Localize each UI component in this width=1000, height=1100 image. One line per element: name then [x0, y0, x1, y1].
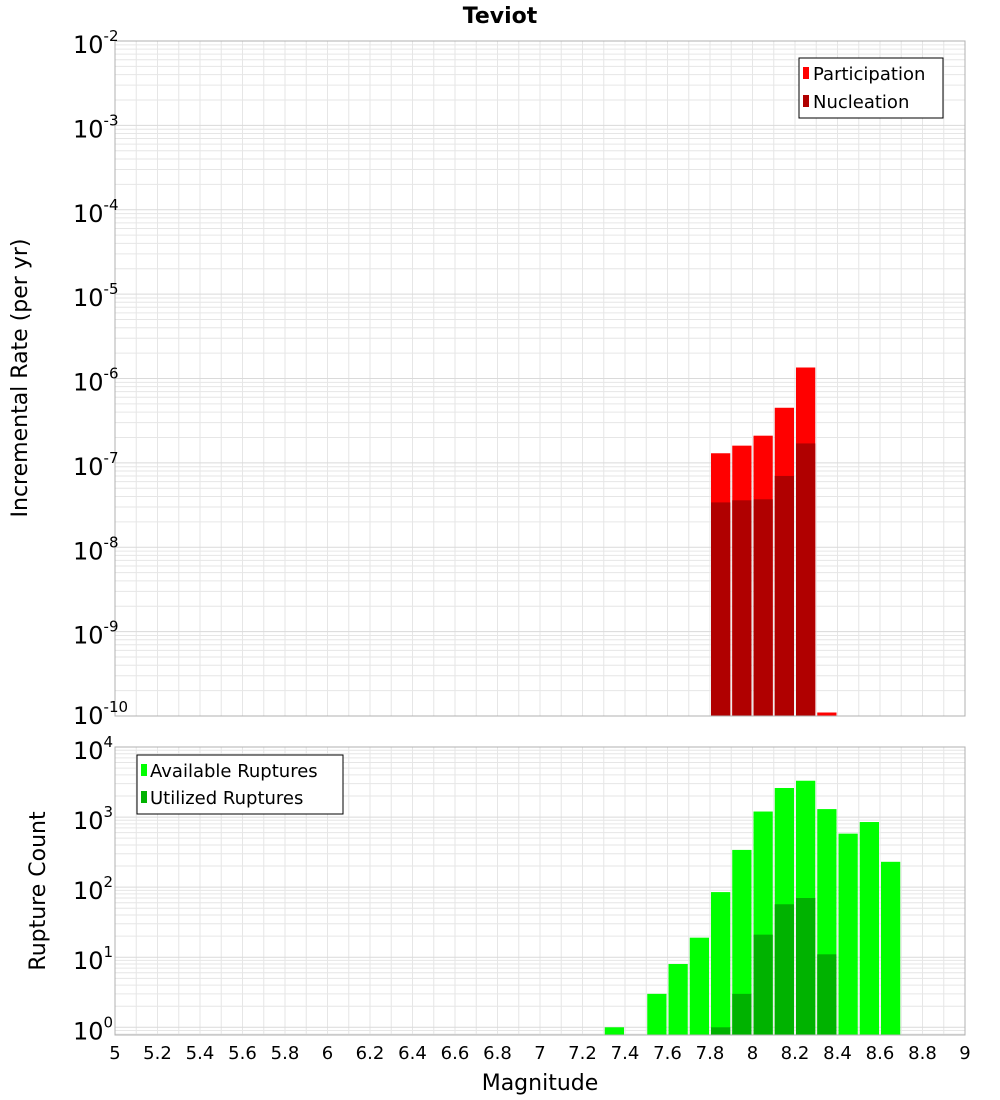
legend-label-participation: Participation — [813, 64, 925, 85]
count-bar-utilized — [711, 1027, 731, 1035]
legend-swatch-participation — [803, 67, 809, 79]
rate-bar-nucleation — [753, 499, 773, 716]
count-plot-frame — [114, 746, 966, 1036]
rate-y-tick-label: 10-7 — [73, 449, 119, 481]
x-tick-label: 8 — [747, 1043, 758, 1064]
count-legend-box — [136, 754, 344, 815]
count-bar-available — [668, 964, 688, 1035]
rate-panel: 10-2 10-3 10-4 10-5 10-6 10-7 10-8 10-9 10-10 In… — [8, 27, 966, 730]
rate-bar-participation — [817, 712, 837, 716]
rate-y-tick-label: 10-6 — [73, 365, 119, 397]
legend-swatch-utilized — [141, 791, 147, 803]
rate-y-tick-label: 10-3 — [73, 111, 119, 143]
rate-bar-nucleation — [711, 502, 731, 716]
count-legend: Available Ruptures Utilized Ruptures — [136, 754, 344, 815]
rate-y-ticks: 10-2 10-3 10-4 10-5 10-6 10-7 10-8 10-9 10-10 — [73, 27, 128, 730]
x-tick-label: 6.6 — [441, 1043, 470, 1064]
x-tick-label: 7 — [534, 1043, 545, 1064]
legend-label-available: Available Ruptures — [150, 761, 318, 782]
x-tick-label: 8.2 — [781, 1043, 810, 1064]
rate-y-tick-label: 10-9 — [73, 618, 119, 650]
x-tick-label: 5 — [109, 1043, 120, 1064]
rate-bar-nucleation — [774, 475, 794, 716]
legend-label-utilized: Utilized Ruptures — [150, 788, 303, 809]
x-tick-label: 7.4 — [611, 1043, 640, 1064]
x-tick-label: 7.8 — [696, 1043, 725, 1064]
count-bars — [604, 780, 901, 1035]
x-tick-label: 7.6 — [653, 1043, 682, 1064]
rate-bar-nucleation — [732, 500, 752, 716]
x-tick-label: 5.4 — [186, 1043, 215, 1064]
x-tick-label: 5.6 — [228, 1043, 257, 1064]
count-panel: 104 103 102 101 100 5 5.2 5.4 5.6 5.8 6 6.2 6.4 6.6 6… — [26, 733, 971, 1096]
rate-y-tick-label: 10-8 — [73, 533, 119, 565]
count-bar-utilized — [796, 898, 816, 1035]
rate-y-tick-label: 10-5 — [73, 280, 119, 312]
count-y-tick-label: 103 — [73, 803, 113, 835]
x-tick-label: 9 — [959, 1043, 970, 1064]
rate-bars — [711, 367, 837, 716]
chart-title: Teviot — [463, 4, 538, 29]
rate-plot-frame — [114, 40, 966, 717]
x-tick-label: 5.2 — [143, 1043, 172, 1064]
count-bar-available — [711, 892, 731, 1035]
x-tick-label: 6.2 — [356, 1043, 385, 1064]
count-bar-utilized — [817, 954, 837, 1035]
count-y-ticks: 104 103 102 101 100 — [73, 733, 113, 1045]
count-bar-available — [604, 1027, 624, 1035]
count-bar-available — [732, 849, 752, 1035]
count-y-tick-label: 102 — [73, 873, 113, 905]
x-tick-label: 6.4 — [398, 1043, 427, 1064]
count-bar-available — [647, 993, 667, 1035]
count-bar-available — [881, 861, 901, 1035]
x-axis-label: Magnitude — [482, 1071, 599, 1096]
x-tick-label: 8.4 — [823, 1043, 852, 1064]
rate-legend: Participation Nucleation — [798, 57, 944, 119]
legend-swatch-nucleation — [803, 95, 809, 107]
rate-y-tick-label: 10-2 — [73, 27, 119, 59]
magnitude-x-ticks: 5 5.2 5.4 5.6 5.8 6 6.2 6.4 6.6 6.8 7 7.2 7.4 7.6 7.8 8… — [109, 1043, 970, 1064]
count-bar-utilized — [774, 904, 794, 1035]
count-y-tick-label: 104 — [73, 733, 113, 765]
x-tick-label: 5.8 — [271, 1043, 300, 1064]
rate-y-axis-label: Incremental Rate (per yr) — [8, 239, 33, 518]
x-tick-label: 8.8 — [908, 1043, 937, 1064]
rate-grid — [114, 40, 966, 717]
rate-y-tick-label: 10-4 — [73, 196, 119, 228]
x-tick-label: 8.6 — [866, 1043, 895, 1064]
count-bar-available — [689, 937, 709, 1035]
x-tick-label: 6 — [322, 1043, 333, 1064]
count-y-axis-label: Rupture Count — [26, 811, 51, 971]
rate-bar-nucleation — [796, 443, 816, 716]
count-bar-utilized — [732, 993, 752, 1035]
legend-label-nucleation: Nucleation — [813, 92, 909, 113]
count-y-tick-label: 101 — [73, 943, 113, 975]
count-y-tick-label: 100 — [73, 1013, 113, 1045]
count-bar-available — [859, 822, 879, 1035]
count-bar-available — [838, 833, 858, 1035]
x-tick-label: 7.2 — [568, 1043, 597, 1064]
legend-swatch-available — [141, 764, 147, 776]
rate-legend-box — [798, 57, 944, 119]
count-bar-utilized — [753, 934, 773, 1035]
rate-y-tick-label: 10-10 — [73, 698, 128, 730]
x-tick-label: 6.8 — [483, 1043, 512, 1064]
